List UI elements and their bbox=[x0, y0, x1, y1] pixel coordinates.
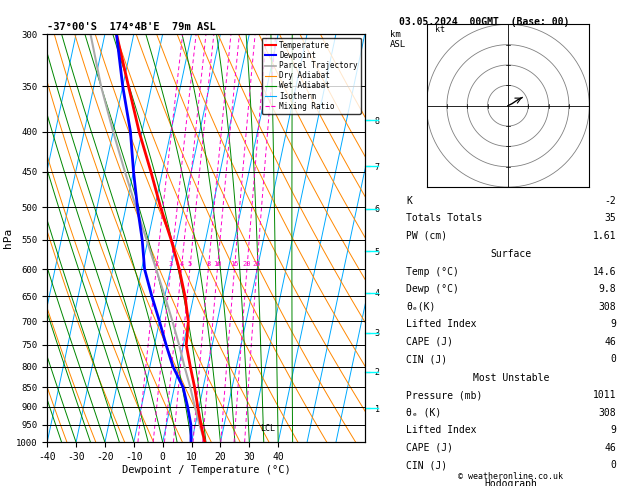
Text: -37°00'S  174°4B'E  79m ASL: -37°00'S 174°4B'E 79m ASL bbox=[47, 22, 216, 32]
Text: Dewp (°C): Dewp (°C) bbox=[406, 284, 459, 294]
Text: 9: 9 bbox=[610, 319, 616, 329]
Text: CAPE (J): CAPE (J) bbox=[406, 337, 453, 347]
Text: kt: kt bbox=[435, 25, 445, 35]
Y-axis label: hPa: hPa bbox=[3, 228, 13, 248]
Text: Temp (°C): Temp (°C) bbox=[406, 267, 459, 277]
Text: K: K bbox=[406, 196, 412, 206]
Text: PW (cm): PW (cm) bbox=[406, 230, 447, 241]
Text: Lifted Index: Lifted Index bbox=[406, 319, 477, 329]
Text: -2: -2 bbox=[604, 196, 616, 206]
Text: Pressure (mb): Pressure (mb) bbox=[406, 390, 482, 400]
X-axis label: Dewpoint / Temperature (°C): Dewpoint / Temperature (°C) bbox=[121, 465, 291, 475]
Text: 0: 0 bbox=[610, 354, 616, 364]
Text: Most Unstable: Most Unstable bbox=[473, 373, 549, 382]
Text: θₑ(K): θₑ(K) bbox=[406, 302, 435, 312]
Text: 25: 25 bbox=[253, 261, 261, 267]
Text: 03.05.2024  00GMT  (Base: 00): 03.05.2024 00GMT (Base: 00) bbox=[399, 17, 570, 27]
Text: 308: 308 bbox=[598, 408, 616, 417]
Text: 10: 10 bbox=[213, 261, 221, 267]
Text: 14.6: 14.6 bbox=[593, 267, 616, 277]
Text: Hodograph: Hodograph bbox=[484, 479, 538, 486]
Text: 1011: 1011 bbox=[593, 390, 616, 400]
Text: θₑ (K): θₑ (K) bbox=[406, 408, 442, 417]
Text: CIN (J): CIN (J) bbox=[406, 460, 447, 470]
Text: CAPE (J): CAPE (J) bbox=[406, 443, 453, 452]
Text: 4: 4 bbox=[179, 261, 184, 267]
Text: Surface: Surface bbox=[491, 249, 532, 259]
Text: 8: 8 bbox=[206, 261, 211, 267]
Text: 3: 3 bbox=[169, 261, 173, 267]
Text: © weatheronline.co.uk: © weatheronline.co.uk bbox=[459, 472, 563, 481]
Text: 46: 46 bbox=[604, 337, 616, 347]
Text: 2: 2 bbox=[154, 261, 159, 267]
Text: LCL: LCL bbox=[260, 424, 276, 433]
Text: Totals Totals: Totals Totals bbox=[406, 213, 482, 223]
Text: 5: 5 bbox=[187, 261, 192, 267]
Text: 1.61: 1.61 bbox=[593, 230, 616, 241]
Text: 35: 35 bbox=[604, 213, 616, 223]
Text: 15: 15 bbox=[230, 261, 238, 267]
Text: 46: 46 bbox=[604, 443, 616, 452]
Text: 308: 308 bbox=[598, 302, 616, 312]
Text: 0: 0 bbox=[610, 460, 616, 470]
Text: 9.8: 9.8 bbox=[598, 284, 616, 294]
Text: Lifted Index: Lifted Index bbox=[406, 425, 477, 435]
Y-axis label: km
ASL: km ASL bbox=[390, 30, 406, 50]
Text: 9: 9 bbox=[610, 425, 616, 435]
Legend: Temperature, Dewpoint, Parcel Trajectory, Dry Adiabat, Wet Adiabat, Isotherm, Mi: Temperature, Dewpoint, Parcel Trajectory… bbox=[262, 38, 361, 114]
Text: CIN (J): CIN (J) bbox=[406, 354, 447, 364]
Text: 20: 20 bbox=[243, 261, 251, 267]
